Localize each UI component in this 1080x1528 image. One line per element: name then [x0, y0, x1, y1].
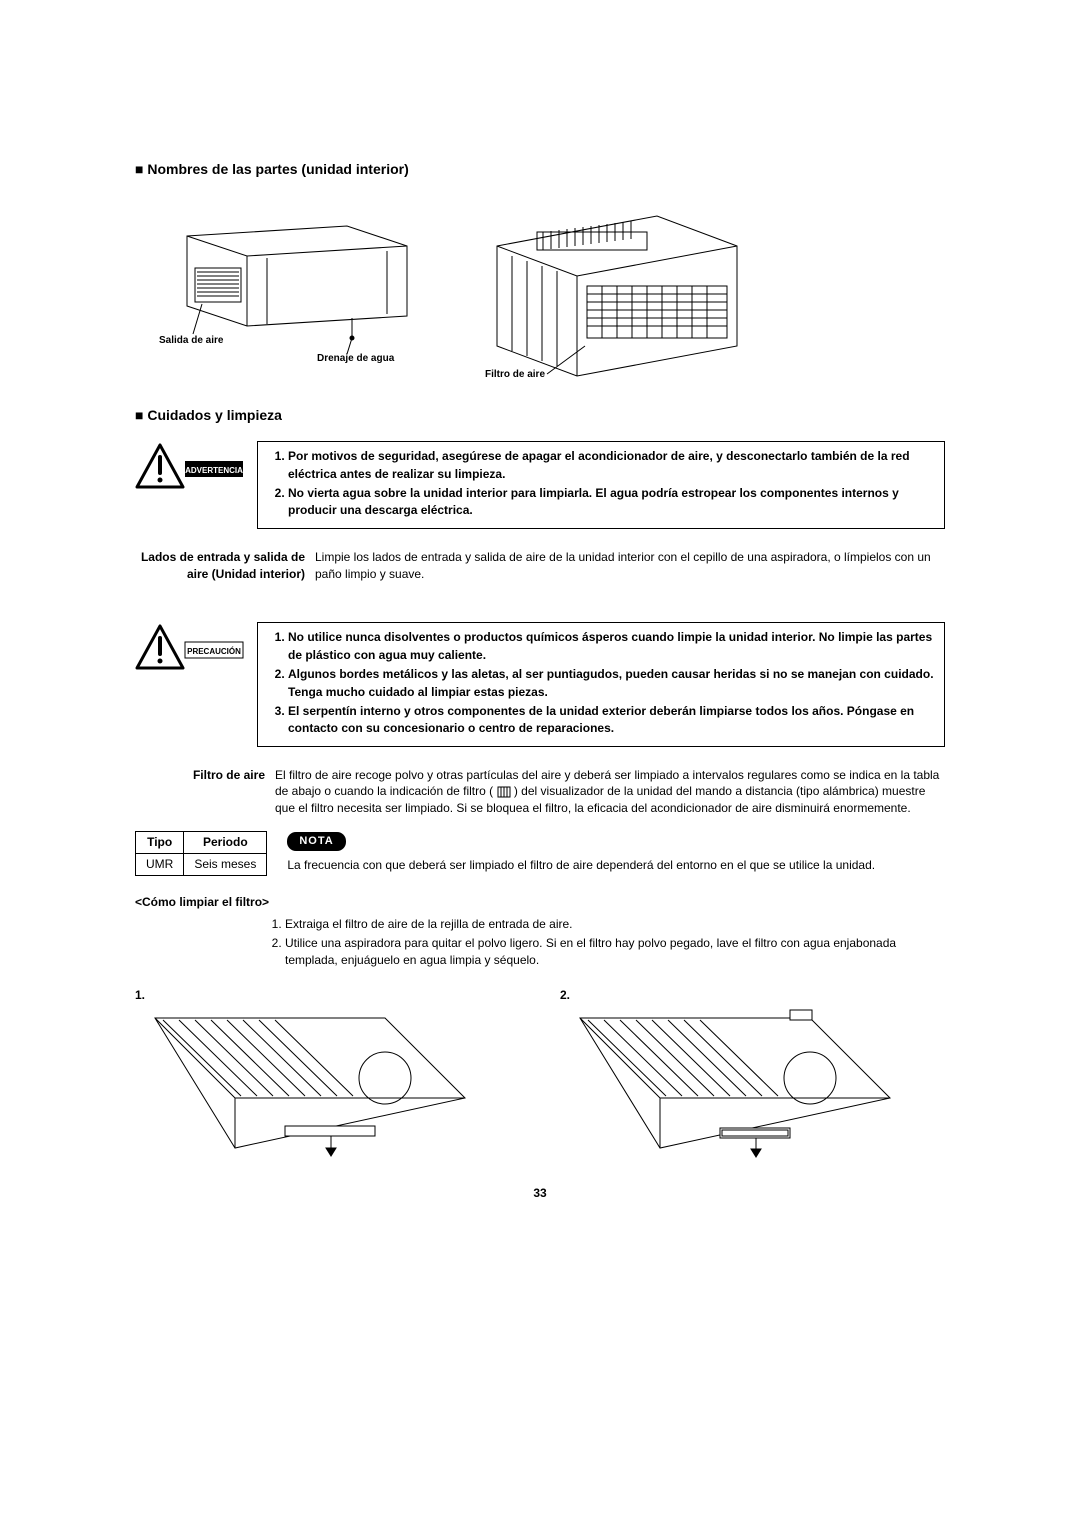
filter-fig-1: 1. [135, 987, 520, 1163]
filter-figures: 1. [135, 987, 945, 1163]
precaucion-item: No utilice nunca disolventes o productos… [288, 629, 934, 664]
table-header: Periodo [184, 832, 267, 854]
section-title-parts: Nombres de las partes (unidad interior) [135, 160, 945, 180]
unit-rear-svg [467, 196, 767, 386]
period-table: Tipo Periodo UMR Seis meses [135, 831, 267, 876]
label-filtro: Filtro de aire [485, 368, 545, 382]
advertencia-row: ADVERTENCIA Por motivos de seguridad, as… [135, 441, 945, 529]
filter-fig2-svg [560, 1008, 900, 1158]
table-cell: Seis meses [184, 853, 267, 875]
svg-text:PRECAUCIÓN: PRECAUCIÓN [187, 647, 241, 656]
filtro-desc: El filtro de aire recoge polvo y otras p… [275, 767, 945, 817]
precaucion-row: PRECAUCIÓN No utilice nunca disolventes … [135, 622, 945, 746]
fig-num: 2. [560, 987, 945, 1004]
filtro-term: Filtro de aire [135, 767, 265, 817]
filter-indicator-icon [497, 786, 511, 798]
nota-pill: NOTA [287, 832, 345, 851]
manual-page: Nombres de las partes (unidad interior) [0, 0, 1080, 1242]
def-term: Lados de entrada y salida de aire (Unida… [135, 549, 305, 583]
diagram-rear-unit: Filtro de aire [467, 196, 767, 386]
precaucion-box: No utilice nunca disolventes o productos… [257, 622, 945, 746]
advertencia-box: Por motivos de seguridad, asegúrese de a… [257, 441, 945, 529]
warning-icon: ADVERTENCIA [135, 441, 245, 495]
clean-heading: <Cómo limpiar el filtro> [135, 894, 945, 911]
filter-fig1-svg [135, 1008, 475, 1158]
page-number: 33 [135, 1185, 945, 1202]
table-nota-row: Tipo Periodo UMR Seis meses NOTA La frec… [135, 831, 945, 876]
advertencia-item: Por motivos de seguridad, asegúrese de a… [288, 448, 934, 483]
table-cell: UMR [136, 853, 184, 875]
section-title-care: Cuidados y limpieza [135, 406, 945, 426]
filtro-row: Filtro de aire El filtro de aire recoge … [135, 767, 945, 817]
nota-text: La frecuencia con que deberá ser limpiad… [287, 857, 945, 874]
advertencia-item: No vierta agua sobre la unidad interior … [288, 485, 934, 520]
caution-icon: PRECAUCIÓN [135, 622, 245, 676]
table-header: Tipo [136, 832, 184, 854]
svg-text:ADVERTENCIA: ADVERTENCIA [185, 466, 243, 475]
parts-diagrams: Salida de aire Drenaje de agua [147, 196, 945, 386]
diagram-front-unit: Salida de aire Drenaje de agua [147, 196, 427, 386]
cleaning-sides-row: Lados de entrada y salida de aire (Unida… [135, 549, 945, 583]
def-desc: Limpie los lados de entrada y salida de … [315, 549, 945, 583]
precaucion-item: El serpentín interno y otros componentes… [288, 703, 934, 738]
clean-step: Utilice una aspiradora para quitar el po… [285, 935, 945, 969]
precaucion-item: Algunos bordes metálicos y las aletas, a… [288, 666, 934, 701]
label-drenaje: Drenaje de agua [317, 352, 394, 366]
fig-num: 1. [135, 987, 520, 1004]
filter-fig-2: 2. [560, 987, 945, 1163]
clean-steps: Extraiga el filtro de aire de la rejilla… [265, 916, 945, 968]
label-salida: Salida de aire [159, 334, 223, 348]
clean-step: Extraiga el filtro de aire de la rejilla… [285, 916, 945, 933]
